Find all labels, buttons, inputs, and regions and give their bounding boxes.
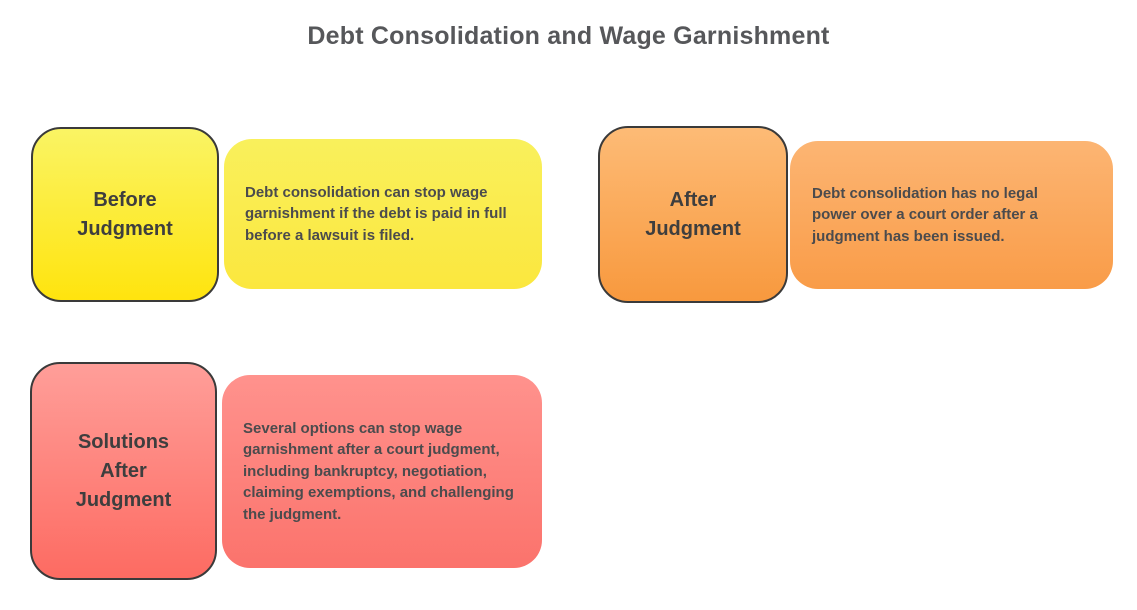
card-description-panel: Debt consolidation has no legal power ov… bbox=[790, 141, 1113, 289]
card-description: Debt consolidation has no legal power ov… bbox=[812, 184, 1038, 245]
card-label-box: Before Judgment bbox=[31, 127, 219, 302]
card-label: Solutions After Judgment bbox=[75, 430, 172, 511]
card-description-panel: Several options can stop wage garnishmen… bbox=[222, 375, 542, 568]
card-description: Debt consolidation can stop wage garnish… bbox=[245, 183, 507, 244]
card-label-box: After Judgment bbox=[598, 126, 788, 303]
card-label: After Judgment bbox=[645, 188, 741, 240]
card-description: Several options can stop wage garnishmen… bbox=[243, 419, 514, 523]
card-description-panel: Debt consolidation can stop wage garnish… bbox=[224, 139, 542, 289]
page-title: Debt Consolidation and Wage Garnishment bbox=[307, 22, 830, 50]
card-label-box: Solutions After Judgment bbox=[30, 362, 217, 580]
card-label: Before Judgment bbox=[77, 188, 173, 240]
